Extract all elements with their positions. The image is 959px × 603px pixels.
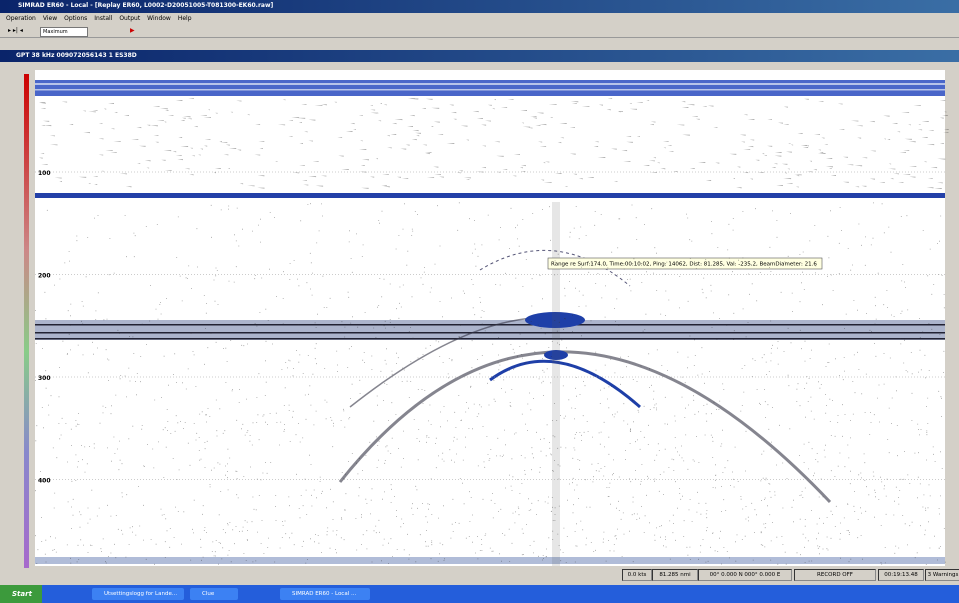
menu-item[interactable]: Options	[64, 15, 88, 22]
toolbar-icons[interactable]: ▸ ▸| ◂	[8, 27, 23, 34]
status-cell: 3 Warnings	[925, 569, 959, 581]
menu-item[interactable]: View	[42, 15, 58, 22]
echogram-title: GPT 38 kHz 009072056143 1 ES38D	[0, 50, 959, 62]
record-button[interactable]: ▶	[130, 27, 135, 34]
taskbar: Start Utsettingslogg for Lande... Clue SIM…	[0, 585, 959, 603]
echogram-area	[35, 70, 945, 566]
echogram: Range re Surf:174.0, Time:00:10:02, Ping…	[0, 62, 959, 568]
status-bar: 0.0 kts 81.285 nmi 00° 0.000 N 000° 0.000 …	[0, 568, 959, 581]
color-scale	[24, 74, 29, 568]
dropdown[interactable]: Maximum	[40, 27, 88, 37]
menu-item[interactable]: Output	[119, 15, 141, 22]
taskbar-item[interactable]: Clue	[190, 588, 238, 600]
status-cell: 00° 0.000 N 000° 0.000 E	[698, 569, 792, 581]
depth-label: 300	[38, 375, 51, 382]
taskbar-item[interactable]: Utsettingslogg for Lande...	[92, 588, 184, 600]
menu-bar: Operation View Options Install Output Window H…	[0, 13, 959, 24]
menu-item[interactable]: Install	[94, 15, 113, 22]
status-cell: 00:19:13.48	[878, 569, 924, 581]
title-bar: SIMRAD ER60 - Local - [Replay ER60, L000…	[0, 0, 959, 13]
tooltip: Range re Surf:174.0, Time:00:10:02, Ping…	[551, 262, 817, 268]
status-cell: 81.285 nmi	[652, 569, 698, 581]
depth-label: 200	[38, 273, 51, 280]
depth-label: 400	[38, 478, 51, 485]
menu-item[interactable]: Operation	[6, 15, 36, 22]
toolbar: ▸ ▸| ◂ Maximum ▶	[0, 24, 959, 38]
start-button[interactable]: Start	[0, 585, 42, 603]
depth-label: 100	[38, 170, 51, 177]
echo-bands	[35, 80, 945, 564]
menu-item[interactable]: Window	[147, 15, 171, 22]
taskbar-item[interactable]: SIMRAD ER60 - Local ...	[280, 588, 370, 600]
status-cell: 0.0 kts	[622, 569, 652, 581]
tooltip-box	[547, 257, 823, 270]
status-cell: RECORD OFF	[794, 569, 876, 581]
menu-item[interactable]: Help	[177, 15, 192, 22]
